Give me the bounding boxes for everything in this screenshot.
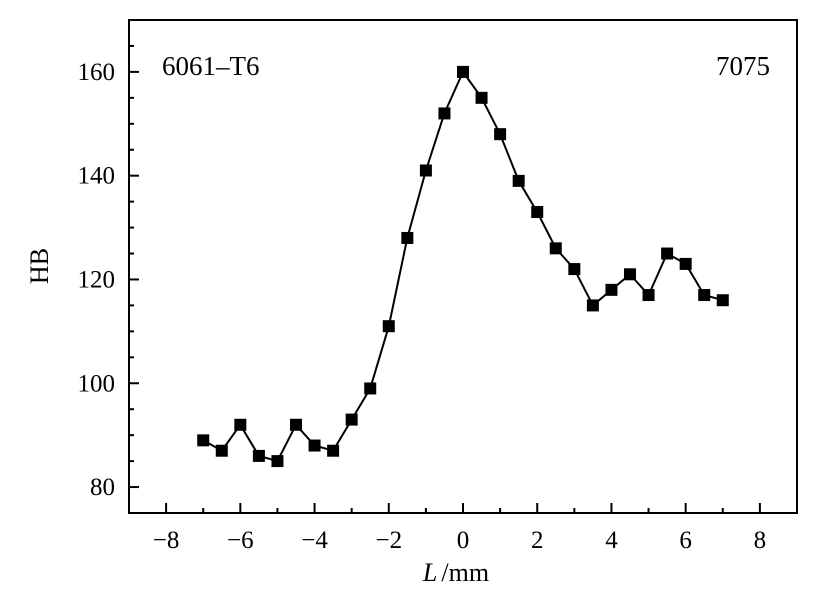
data-point-marker xyxy=(215,444,228,457)
data-point-marker xyxy=(382,320,395,333)
x-axis-title-variable: L xyxy=(422,558,437,587)
data-point-marker xyxy=(531,206,544,219)
data-point-marker xyxy=(475,91,488,104)
x-tick-label: 8 xyxy=(754,527,767,554)
data-point-marker xyxy=(327,444,340,457)
y-tick-label: 80 xyxy=(90,474,115,501)
data-point-marker xyxy=(308,439,321,452)
data-point-marker xyxy=(494,128,507,141)
data-point-marker xyxy=(605,283,618,296)
data-point-marker xyxy=(438,107,451,120)
data-point-marker xyxy=(457,65,469,78)
x-tick-label: −6 xyxy=(227,527,254,554)
y-axis-title: HB xyxy=(25,248,54,284)
data-point-marker xyxy=(290,418,302,431)
data-point-marker xyxy=(679,257,692,270)
x-tick-label: 6 xyxy=(679,527,692,554)
data-point-marker xyxy=(642,289,655,302)
data-point-marker xyxy=(401,231,414,244)
y-tick-label: 120 xyxy=(78,266,116,293)
data-point-marker xyxy=(512,174,525,187)
data-point-marker xyxy=(624,268,636,281)
data-point-marker xyxy=(252,449,265,462)
data-point-marker xyxy=(549,242,562,255)
annotation-right-material: 7075 xyxy=(716,51,770,81)
data-point-marker xyxy=(716,294,729,307)
axes: −8 −6 −4 −2 0 2 4 6 8 80 100 120 140 160 xyxy=(78,19,767,554)
series-line xyxy=(202,69,724,463)
x-axis-title: L/mm xyxy=(422,558,489,587)
x-tick-label: −4 xyxy=(301,527,328,554)
x-tick-label: 0 xyxy=(457,527,470,554)
data-point-marker xyxy=(661,247,674,260)
data-point-marker xyxy=(586,299,599,312)
data-point-marker xyxy=(271,455,284,468)
data-point-marker xyxy=(345,413,358,426)
data-point-marker xyxy=(419,164,432,177)
annotation-left-material: 6061–T6 xyxy=(162,51,260,81)
y-tick-label: 100 xyxy=(78,370,116,397)
data-point-marker xyxy=(364,382,377,395)
x-tick-label: −8 xyxy=(153,527,180,554)
y-tick-label: 140 xyxy=(78,163,116,190)
data-point-marker xyxy=(698,289,711,302)
data-series xyxy=(197,65,729,468)
x-tick-label: −2 xyxy=(375,527,402,554)
data-point-marker xyxy=(234,418,247,431)
y-tick-label: 160 xyxy=(78,59,116,86)
x-tick-label: 4 xyxy=(605,527,618,554)
x-axis-title-unit: /mm xyxy=(441,558,489,587)
data-point-marker xyxy=(568,263,581,276)
x-tick-label: 2 xyxy=(531,527,544,554)
data-point-marker xyxy=(197,434,210,447)
